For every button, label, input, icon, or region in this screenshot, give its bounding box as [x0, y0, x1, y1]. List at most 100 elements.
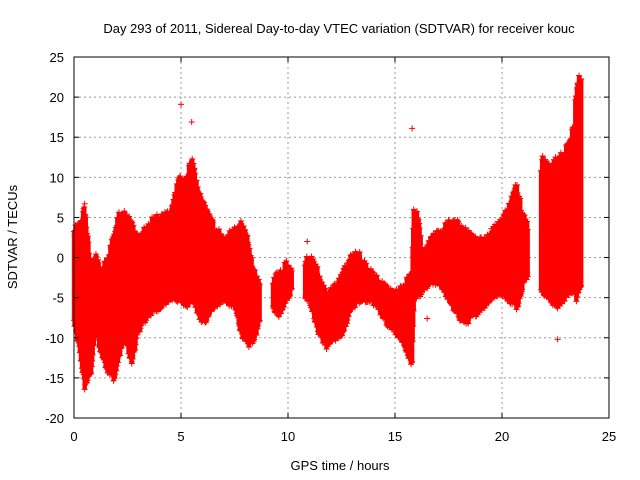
data-point-upper [81, 204, 88, 211]
data-band-column [411, 209, 416, 311]
data-point-upper [215, 226, 222, 233]
data-point-upper [85, 239, 92, 246]
data-point-upper [121, 208, 128, 215]
data-point-upper [285, 262, 291, 269]
data-point-upper [193, 177, 200, 184]
data-point-lower [467, 315, 474, 322]
data-point-upper [248, 254, 255, 261]
data-point-lower [89, 351, 96, 358]
data-point-upper [93, 253, 100, 260]
data-point-lower [112, 371, 119, 378]
data-point-upper [201, 199, 208, 206]
data-point-upper [253, 273, 260, 280]
data-point-upper [416, 225, 423, 232]
data-point-upper [240, 222, 247, 229]
data-point-lower [137, 325, 144, 332]
data-point-upper [364, 265, 371, 272]
data-point-lower [217, 299, 224, 306]
data-point-lower [117, 352, 124, 359]
data-point-upper [191, 165, 198, 172]
data-point-upper [310, 255, 317, 262]
data-point-lower [132, 341, 139, 348]
data-point-lower [339, 332, 346, 339]
data-point-lower [84, 377, 91, 384]
data-layer [71, 72, 585, 393]
data-point-lower [245, 344, 252, 351]
data-point-lower [89, 357, 96, 364]
data-point-upper [321, 285, 328, 292]
data-point-lower [332, 337, 339, 344]
data-point-lower [409, 338, 416, 345]
data-point-upper [288, 267, 295, 274]
data-point-lower [287, 292, 294, 299]
data-point-lower [345, 313, 352, 320]
data-point-lower [343, 320, 350, 327]
data-point-upper [210, 219, 217, 226]
data-point-lower [88, 369, 95, 376]
data-point-lower [208, 308, 215, 315]
data-point-lower [143, 317, 150, 324]
data-point-lower [136, 328, 143, 335]
data-point-upper [95, 256, 102, 263]
data-point-upper [251, 266, 258, 273]
data-point-lower [256, 317, 263, 324]
data-point-lower [278, 310, 285, 317]
data-point-lower [254, 325, 261, 332]
data-point-upper [363, 260, 370, 267]
data-point-upper [194, 184, 201, 191]
data-point-upper [255, 276, 262, 283]
data-point-upper [249, 263, 256, 270]
chart-title: Day 293 of 2011, Sidereal Day-to-day VTE… [103, 21, 575, 36]
data-point-lower [203, 317, 210, 324]
data-point-upper [95, 260, 102, 267]
data-point-upper [197, 190, 204, 197]
data-point-lower [88, 363, 95, 370]
data-point-upper [288, 265, 295, 272]
data-point-upper [373, 272, 380, 279]
data-point-upper [283, 257, 290, 264]
data-point-upper [115, 209, 122, 216]
data-point-upper [82, 214, 89, 221]
data-point-upper [129, 219, 136, 226]
data-point-lower [158, 304, 165, 311]
data-point-upper [472, 233, 479, 240]
data-point-upper [126, 213, 133, 220]
data-point-upper [320, 282, 327, 289]
data-point-upper [189, 155, 196, 162]
data-point-upper [130, 222, 137, 229]
data-point-lower [251, 336, 258, 343]
data-point-lower [111, 375, 118, 382]
data-point-upper [245, 241, 252, 248]
data-point-lower [113, 362, 120, 369]
data-point-lower [351, 304, 358, 311]
data-point-upper [85, 250, 92, 257]
data-point-upper [462, 224, 469, 231]
data-point-upper [197, 193, 204, 200]
data-point-lower [344, 317, 351, 324]
data-point-upper [246, 245, 253, 252]
data-point-lower [410, 323, 417, 330]
data-point-upper [242, 227, 249, 234]
data-point-lower [90, 342, 97, 349]
data-point-lower [205, 312, 212, 319]
data-point-upper [318, 279, 325, 286]
data-point-upper [356, 248, 363, 255]
data-point-upper [417, 232, 424, 239]
data-point-lower [409, 358, 416, 365]
data-point-upper [316, 273, 323, 280]
data-point-upper [413, 208, 420, 215]
data-point-lower [410, 307, 417, 314]
data-point-lower [114, 359, 121, 366]
data-point-lower [110, 377, 117, 384]
data-point-lower [342, 323, 349, 330]
data-point-upper [410, 206, 417, 213]
data-point-lower [253, 332, 260, 339]
data-point-upper [455, 218, 462, 225]
data-point-lower [323, 346, 330, 353]
data-point-lower [275, 313, 282, 320]
data-point-upper [218, 230, 225, 237]
data-point-lower [280, 303, 287, 310]
data-point-lower [133, 335, 140, 342]
data-point-upper [244, 232, 251, 239]
data-point-upper [83, 224, 90, 231]
